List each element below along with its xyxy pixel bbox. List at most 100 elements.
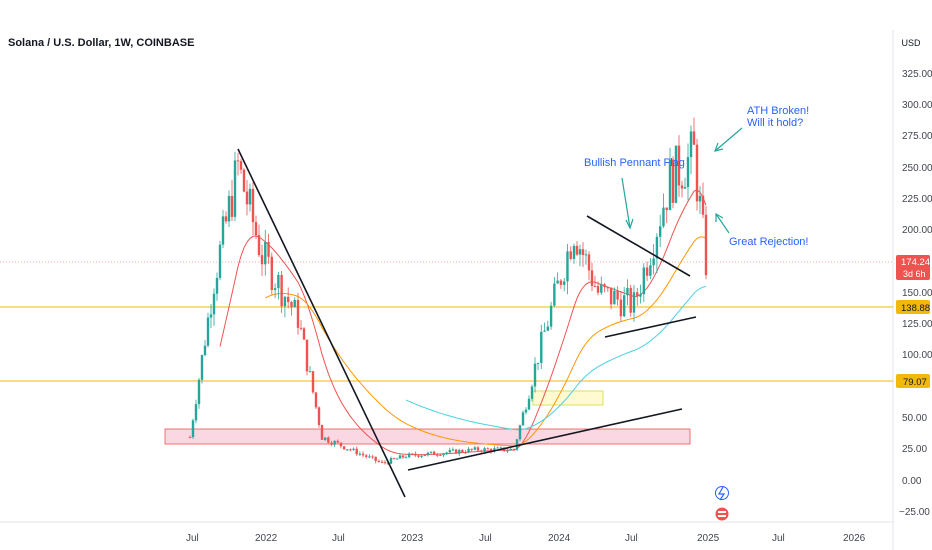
price-tick: 225.00 <box>902 194 932 205</box>
price-tick: −25.00 <box>899 507 930 518</box>
pennant-lower-line <box>604 316 697 338</box>
time-tick: Jul <box>772 533 785 544</box>
candle-body <box>414 453 417 456</box>
price-axis[interactable]: 325.00 300.00 275.00 250.00 225.00 200.0… <box>899 69 932 518</box>
candle-body <box>533 363 537 387</box>
price-tick: 50.00 <box>902 413 927 424</box>
candle-body <box>355 448 358 455</box>
candle-body <box>603 284 606 288</box>
candle-body <box>524 409 528 413</box>
candle-body <box>311 371 315 393</box>
candle-body <box>483 448 486 452</box>
candle-body <box>499 447 503 449</box>
price-tick: 300.00 <box>902 100 932 111</box>
candle-body <box>506 450 509 452</box>
currency-button[interactable]: USD <box>901 38 921 48</box>
candle-body <box>197 379 201 405</box>
candle-body <box>317 407 321 425</box>
candle-body <box>215 277 219 294</box>
candle-body <box>358 453 362 455</box>
support-zone <box>164 428 691 445</box>
candle-body <box>398 455 402 459</box>
candle-body <box>352 448 355 450</box>
candle-body <box>572 245 576 259</box>
candle-body <box>273 288 277 290</box>
candle-body <box>609 287 613 305</box>
lightning-icon[interactable] <box>715 486 729 501</box>
candle-body <box>411 453 414 455</box>
candle-body <box>395 458 399 460</box>
candle-body <box>342 446 346 450</box>
candle-body <box>442 453 445 456</box>
time-axis[interactable]: Jul 2022 Jul 2023 Jul 2024 Jul 2025 Jul … <box>186 533 866 544</box>
price-tick: 150.00 <box>902 288 932 299</box>
candle-body <box>423 455 426 457</box>
candle-body <box>368 456 371 458</box>
candle-body <box>556 280 559 284</box>
candle-body <box>527 398 531 410</box>
candle-body <box>436 454 439 456</box>
candle-body <box>374 456 377 461</box>
candle-body <box>429 451 433 453</box>
candle-body <box>330 442 333 445</box>
candle-body <box>417 455 420 457</box>
candle-body <box>566 251 569 282</box>
price-tick: 100.00 <box>902 350 932 361</box>
candle-body <box>254 222 258 236</box>
candle-body <box>361 453 365 456</box>
candle-body <box>668 159 672 211</box>
annotation-rejection: Great Rejection! <box>729 236 808 248</box>
candle-body <box>439 455 442 457</box>
candle-body <box>619 299 623 317</box>
candle-body <box>486 448 490 450</box>
candle-body <box>674 145 678 203</box>
candle-body <box>629 287 632 313</box>
price-tick: 325.00 <box>902 69 932 80</box>
candle-body <box>236 160 240 162</box>
chart-title: Solana / U.S. Dollar, 1W, COINBASE <box>8 37 195 49</box>
candle-body <box>302 328 306 340</box>
flag-icon[interactable] <box>715 507 729 521</box>
candle-body <box>336 440 339 443</box>
downtrend-line <box>237 148 406 498</box>
candle-body <box>432 451 436 455</box>
candle-body <box>209 314 213 318</box>
candle-body <box>286 296 290 303</box>
candle-body <box>662 207 665 227</box>
candle-body <box>636 292 639 297</box>
arrow-icon <box>715 212 730 234</box>
candle-body <box>467 448 470 453</box>
candle-body <box>473 447 477 450</box>
candle-body <box>242 169 246 192</box>
candles <box>188 117 708 465</box>
candle-body <box>616 290 619 300</box>
price-tick: 200.00 <box>902 225 932 236</box>
candle-body <box>590 270 594 286</box>
candle-body <box>480 450 483 452</box>
time-tick: 2025 <box>697 533 720 544</box>
candle-body <box>251 188 255 223</box>
candle-body <box>512 448 516 450</box>
candle-body <box>632 292 636 313</box>
time-tick: Jul <box>479 533 492 544</box>
candle-body <box>264 242 267 265</box>
candle-body <box>224 216 228 222</box>
candle-body <box>686 157 690 188</box>
candle-body <box>569 251 572 259</box>
candle-body <box>233 160 237 217</box>
candle-body <box>267 242 270 257</box>
candle-body <box>476 447 480 451</box>
candle-body <box>575 245 579 255</box>
candle-body <box>371 456 374 458</box>
candle-body <box>649 265 652 276</box>
candle-body <box>454 449 458 454</box>
moving-averages <box>219 189 707 456</box>
candle-body <box>543 330 546 332</box>
candle-body <box>606 287 610 289</box>
time-tick: 2023 <box>401 533 424 544</box>
candle-body <box>530 386 534 399</box>
candle-body <box>407 453 411 458</box>
candle-body <box>445 452 448 454</box>
candle-body <box>464 452 467 454</box>
